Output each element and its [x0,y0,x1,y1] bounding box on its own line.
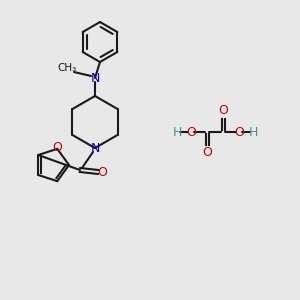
Text: H: H [248,125,258,139]
Text: CH₃: CH₃ [57,63,76,73]
Text: N: N [90,142,100,154]
Text: O: O [218,104,228,118]
Text: O: O [234,125,244,139]
Text: H: H [172,125,182,139]
Text: O: O [52,141,62,154]
Text: O: O [97,166,107,178]
Text: O: O [202,146,212,160]
Text: O: O [186,125,196,139]
Text: N: N [90,71,100,85]
